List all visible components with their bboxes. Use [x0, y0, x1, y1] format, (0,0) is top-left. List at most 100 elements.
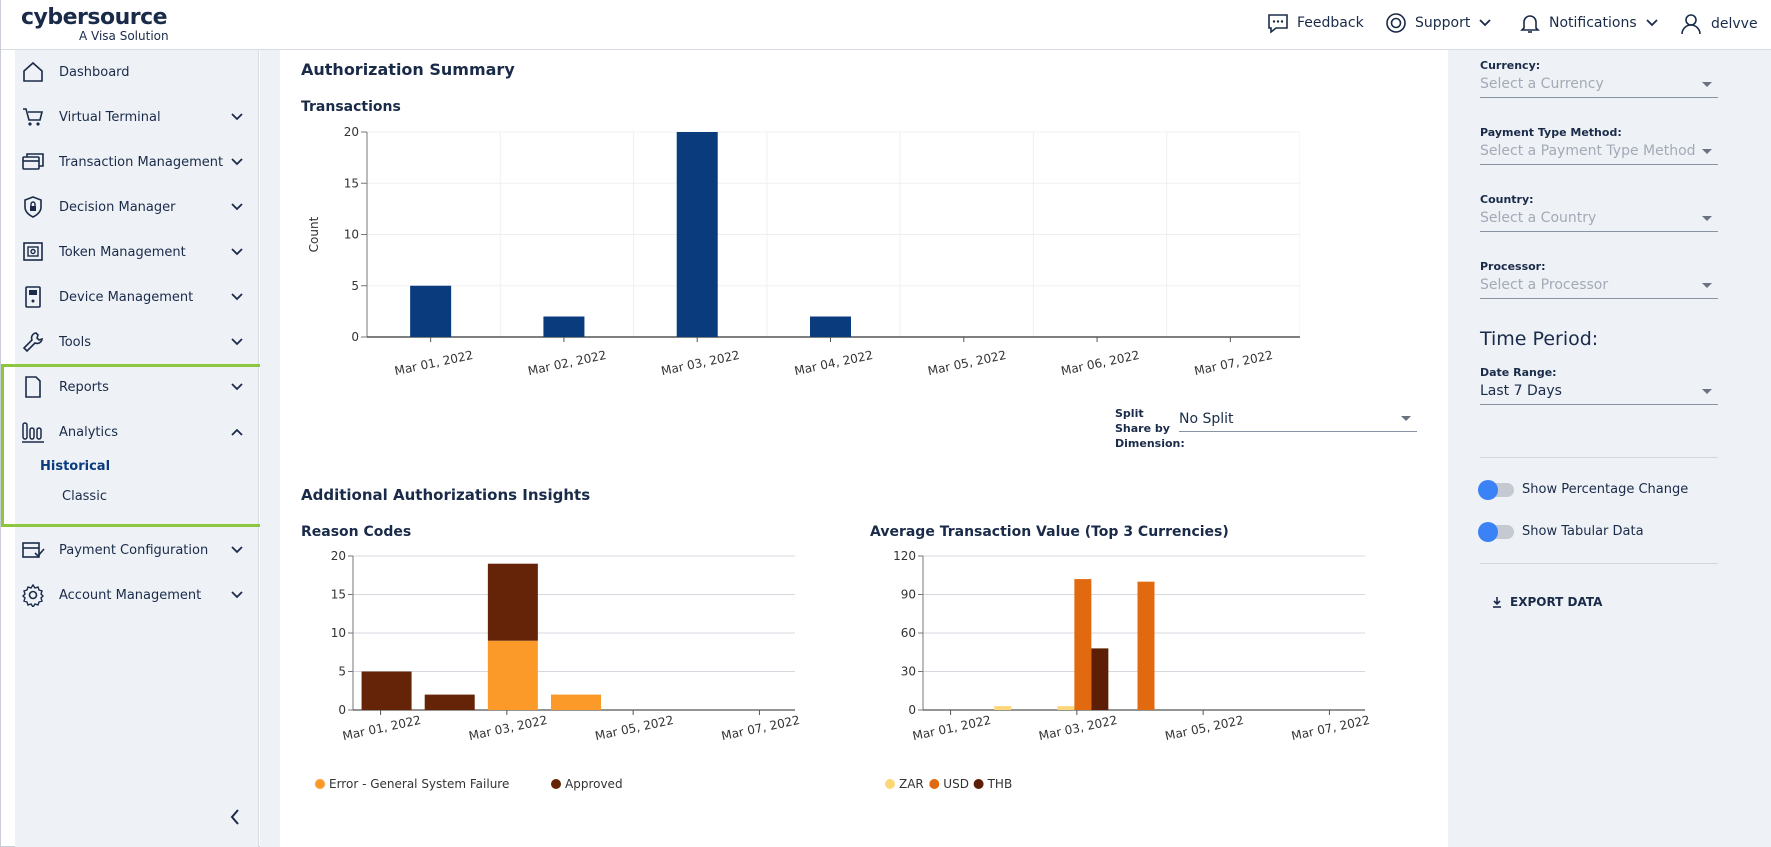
y-tick-label: 60 [901, 626, 916, 640]
x-tick-label: Mar 03, 2022 [467, 713, 548, 743]
payment-type-select[interactable]: Select a Payment Type Method [1480, 141, 1718, 165]
reason-codes-title: Reason Codes [301, 524, 412, 540]
sidebar-item-virtual-terminal[interactable]: Virtual Terminal [15, 97, 259, 137]
cards-icon [22, 153, 44, 170]
user-menu[interactable]: delvve [1679, 12, 1758, 36]
support-label: Support [1415, 15, 1471, 31]
processor-label: Processor: [1480, 260, 1546, 273]
sidebar-subitem-classic[interactable]: Classic [62, 489, 107, 504]
processor-placeholder: Select a Processor [1480, 277, 1609, 293]
sidebar-item-dashboard[interactable]: Dashboard [15, 52, 259, 92]
y-tick-label: 5 [351, 279, 359, 293]
home-icon [23, 61, 43, 82]
gear-icon [22, 583, 44, 607]
sidebar-item-account-management[interactable]: Account Management [15, 575, 259, 615]
split-dropdown[interactable]: No Split [1179, 408, 1417, 432]
y-tick-label: 15 [344, 176, 359, 190]
sidebar-item-reports[interactable]: Reports [15, 367, 259, 407]
divider [1480, 457, 1718, 458]
currency-label: Currency: [1480, 59, 1541, 72]
user-name: delvve [1711, 16, 1758, 32]
sidebar: Dashboard Virtual Terminal Transaction M… [15, 50, 259, 847]
feedback-button[interactable]: Feedback [1267, 12, 1364, 34]
sidebar-item-label: Analytics [59, 424, 119, 440]
sidebar-item-label: Token Management [59, 244, 186, 260]
sidebar-item-analytics[interactable]: Analytics [15, 412, 259, 452]
feedback-icon [1268, 14, 1288, 34]
sidebar-item-tools[interactable]: Tools [15, 322, 259, 362]
chevron-down-icon[interactable] [230, 157, 244, 167]
x-tick-label: Mar 07, 2022 [1193, 348, 1274, 378]
chevron-down-icon[interactable] [230, 382, 244, 392]
chevron-down-icon[interactable] [230, 202, 244, 212]
x-tick-label: Mar 06, 2022 [1060, 348, 1141, 378]
sidebar-item-payment-configuration[interactable]: Payment Configuration [15, 530, 259, 570]
bar [551, 694, 601, 710]
caret-down-icon [1702, 389, 1712, 394]
processor-select[interactable]: Select a Processor [1480, 275, 1718, 299]
bar [1091, 648, 1109, 710]
caret-down-icon [1702, 82, 1712, 87]
support-menu[interactable]: Support [1385, 12, 1492, 34]
caret-down-icon [1702, 283, 1712, 288]
sidebar-subitem-historical[interactable]: Historical [40, 459, 111, 474]
chevron-down-icon[interactable] [230, 545, 244, 555]
x-tick-label: Mar 05, 2022 [1164, 713, 1245, 743]
tabular-data-toggle[interactable] [1478, 522, 1514, 542]
y-tick-label: 15 [331, 588, 346, 602]
legend-marker [929, 779, 940, 789]
date-range-value: Last 7 Days [1480, 383, 1562, 399]
chevron-down-icon[interactable] [230, 112, 244, 122]
y-tick-label: 10 [331, 626, 346, 640]
x-tick-label: Mar 07, 2022 [1290, 713, 1371, 743]
country-select[interactable]: Select a Country [1480, 208, 1718, 232]
toggle-knob [1478, 480, 1498, 500]
notifications-menu[interactable]: Notifications [1519, 12, 1659, 34]
bar [361, 671, 412, 710]
chevron-down-icon [1645, 19, 1658, 27]
sidebar-item-decision-manager[interactable]: Decision Manager [15, 187, 259, 227]
payment-type-placeholder: Select a Payment Type Method [1480, 143, 1696, 159]
payment-config-icon [22, 542, 45, 558]
y-tick-label: 0 [351, 330, 359, 344]
chevron-up-icon[interactable] [230, 427, 244, 437]
feedback-label: Feedback [1297, 15, 1364, 31]
payment-type-label: Payment Type Method: [1480, 126, 1622, 139]
export-data-button[interactable]: EXPORT DATA [1492, 595, 1602, 609]
sidebar-item-token-management[interactable]: Token Management [15, 232, 259, 272]
cart-icon [23, 108, 44, 126]
percentage-change-toggle[interactable] [1478, 480, 1514, 500]
chevron-down-icon[interactable] [230, 337, 244, 347]
y-tick-label: 30 [901, 665, 916, 679]
bar [1074, 579, 1092, 710]
export-data-label: EXPORT DATA [1510, 595, 1603, 609]
date-range-select[interactable]: Last 7 Days [1480, 381, 1718, 405]
sidebar-item-transaction-management[interactable]: Transaction Management [15, 142, 259, 182]
split-value: No Split [1179, 411, 1234, 427]
user-icon [1681, 14, 1701, 35]
split-label-line-3: Dimension: [1115, 437, 1185, 450]
sidebar-item-device-management[interactable]: Device Management [15, 277, 259, 317]
brand-tagline: A Visa Solution [79, 29, 169, 43]
top-header: cybersource A Visa Solution Feedback Sup… [1, 0, 1771, 50]
insights-title: Additional Authorizations Insights [301, 486, 591, 504]
wrench-icon [22, 332, 43, 353]
caret-down-icon [1702, 149, 1712, 154]
notifications-label: Notifications [1549, 15, 1637, 31]
sidebar-item-label: Virtual Terminal [59, 109, 161, 125]
currency-select[interactable]: Select a Currency [1480, 74, 1718, 98]
avg-value-chart: 0 30 60 90 120 Mar 01, 2022 Mar 03, 2022 Mar 05… [885, 550, 1371, 791]
collapse-sidebar-icon[interactable] [229, 808, 241, 826]
date-range-label: Date Range: [1480, 366, 1557, 379]
legend-marker [315, 779, 325, 789]
bar [410, 285, 452, 337]
bar [676, 132, 718, 337]
bar-chart-icon [22, 422, 44, 443]
chevron-down-icon[interactable] [230, 292, 244, 302]
chevron-down-icon[interactable] [230, 247, 244, 257]
legend-label: ZAR [899, 777, 924, 791]
percentage-change-label: Show Percentage Change [1522, 482, 1689, 497]
chevron-down-icon[interactable] [230, 590, 244, 600]
brand-logo[interactable]: cybersource A Visa Solution [21, 6, 169, 43]
tabular-data-label: Show Tabular Data [1522, 524, 1644, 539]
